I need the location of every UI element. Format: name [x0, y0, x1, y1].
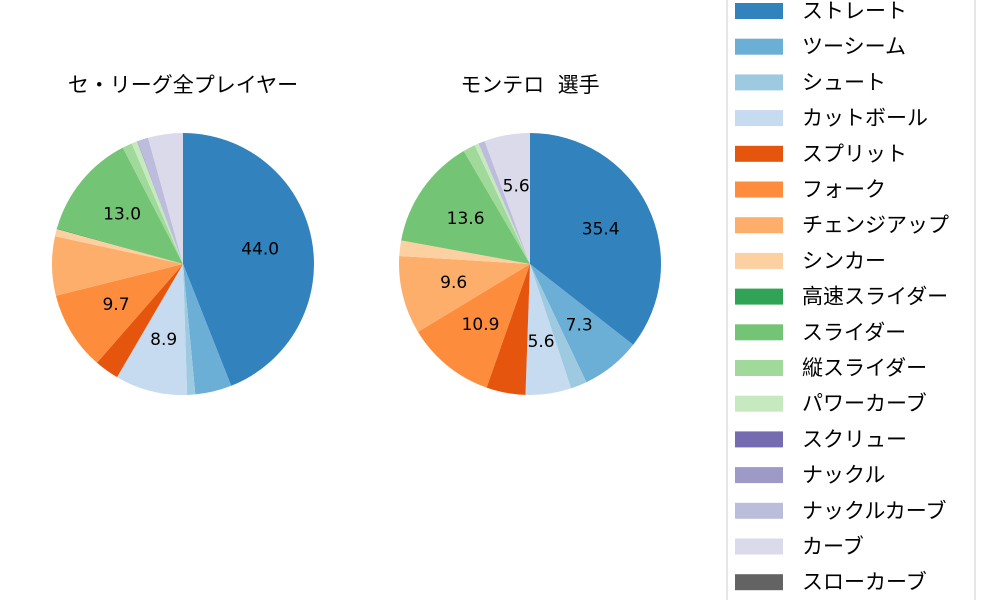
legend-swatch — [735, 145, 783, 162]
pie-title-player: モンテロ 選手 — [460, 73, 599, 97]
legend-swatch — [735, 181, 783, 198]
pie-slice — [54, 229, 184, 264]
slice-value-label: 7.3 — [566, 315, 593, 335]
pie-slice — [131, 141, 183, 264]
legend-swatch — [735, 395, 783, 412]
pie-slice — [478, 141, 530, 264]
slice-value-label: 5.6 — [528, 332, 555, 352]
pie-slice — [51, 236, 184, 296]
legend-label: 高速スライダー — [802, 285, 948, 309]
legend-label: スクリュー — [802, 427, 907, 451]
pie-slice — [484, 133, 530, 264]
legend-swatch — [735, 110, 783, 127]
pie-slice — [56, 147, 183, 264]
legend-label: カーブ — [802, 535, 864, 559]
pie-slice — [486, 264, 530, 395]
slice-value-label: 44.0 — [241, 239, 279, 259]
pie-slice — [399, 255, 530, 332]
pie-slice — [401, 151, 530, 264]
legend-label: パワーカーブ — [802, 392, 927, 416]
legend-label: スライダー — [802, 320, 906, 344]
legend-label: ナックル — [802, 463, 885, 487]
pie-slice — [183, 133, 314, 386]
slice-value-label: 5.6 — [503, 177, 530, 197]
legend-label: ナックルカーブ — [802, 499, 946, 523]
pie-slice — [137, 141, 183, 264]
pie-slice — [183, 264, 232, 395]
pie-slice — [183, 264, 196, 395]
slice-value-label: 9.6 — [440, 273, 467, 293]
pie-slice — [122, 143, 183, 264]
legend-label: カットボール — [802, 106, 928, 130]
pie-slice — [117, 264, 188, 396]
legend-label: スプリット — [802, 142, 907, 166]
legend-swatch — [735, 467, 783, 484]
legend: ストレートツーシームシュートカットボールスプリットフォークチェンジアップシンカー… — [726, 0, 976, 600]
legend-swatch — [735, 538, 783, 555]
legend-swatch — [735, 574, 783, 591]
pie-slice — [463, 145, 530, 264]
pie-slice — [399, 240, 530, 264]
pie-title-league: セ・リーグ全プレイヤー — [68, 73, 298, 97]
legend-swatch — [735, 3, 783, 19]
legend-label: ツーシーム — [802, 35, 906, 59]
pie-slice — [148, 133, 183, 264]
legend-swatch — [735, 74, 783, 91]
pie-slice — [530, 264, 634, 383]
legend-frame — [726, 0, 976, 600]
pie-slice — [530, 264, 587, 389]
legend-swatch — [735, 252, 783, 269]
legend-label: チェンジアップ — [802, 213, 949, 237]
legend-label: シュート — [802, 70, 886, 94]
pie-slice — [525, 264, 572, 395]
legend-label: スローカーブ — [802, 570, 927, 594]
pie-slice — [137, 137, 183, 264]
slice-value-label: 10.9 — [462, 315, 500, 335]
slice-value-label: 13.6 — [447, 209, 485, 229]
legend-label: ストレート — [802, 0, 907, 23]
slice-value-label: 9.7 — [102, 295, 129, 315]
slice-value-label: 35.4 — [582, 220, 620, 240]
legend-label: 縦スライダー — [802, 356, 927, 380]
pie-chart-league: セ・リーグ全プレイヤー 44.0 8.9 9.7 13.0 — [51, 73, 314, 396]
legend-swatch — [735, 324, 783, 341]
pie-slice — [474, 143, 530, 264]
legend-swatch — [735, 431, 783, 448]
legend-label: シンカー — [802, 249, 886, 273]
legend-swatch — [735, 38, 783, 55]
pie-slice — [96, 264, 183, 378]
pie-slice — [56, 228, 183, 264]
legend-label: フォーク — [802, 178, 886, 202]
slice-value-label: 13.0 — [103, 204, 141, 224]
legend-swatch — [735, 217, 783, 234]
pie-chart-player: モンテロ 選手 35.4 7.3 5.6 10.9 9.6 13.6 5.6 — [399, 73, 662, 395]
legend-swatch — [735, 502, 783, 519]
pie-slice — [530, 133, 662, 345]
legend-swatch — [735, 288, 783, 305]
pie-slice — [55, 264, 183, 363]
legend-swatch — [735, 360, 783, 376]
pie-slice — [417, 264, 530, 388]
slice-value-label: 8.9 — [150, 330, 177, 350]
